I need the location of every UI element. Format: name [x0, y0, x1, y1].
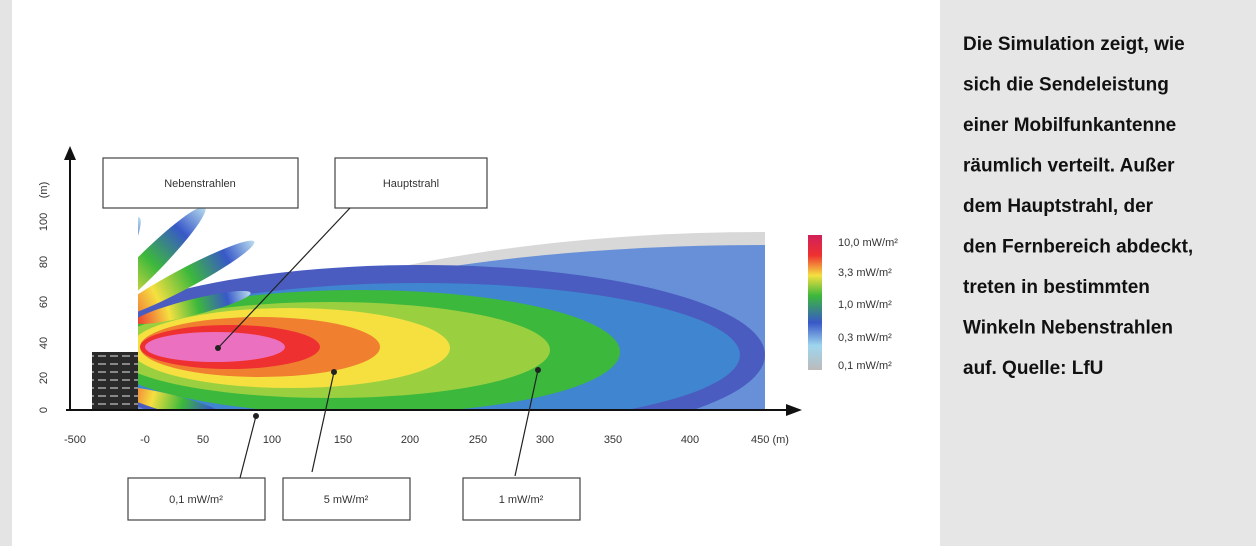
caption-line: räumlich verteilt. Außer	[963, 156, 1175, 177]
y-tick-label: 40	[38, 337, 50, 349]
caption-line: den Fernbereich abdeckt,	[963, 237, 1193, 258]
x-tick-label: 100	[263, 434, 281, 446]
building	[92, 352, 138, 410]
caption-line: Die Simulation zeigt, wie	[963, 34, 1185, 55]
legend-label: 1,0 mW/m²	[838, 299, 892, 311]
x-tick-label: -500	[64, 434, 86, 446]
x-tick-label: 450 (m)	[751, 434, 789, 446]
x-tick-label: 200	[401, 434, 419, 446]
page: (m) 0 20 40 60 80 100 -500 -0 50 100 150 200 250 300 3…	[0, 0, 1256, 546]
caption-line: treten in bestimmten	[963, 277, 1150, 298]
caption-line: Winkeln Nebenstrahlen	[963, 318, 1173, 339]
x-tick-label: 350	[604, 434, 622, 446]
caption-line: einer Mobilfunkantenne	[963, 115, 1176, 136]
y-arrow	[64, 146, 76, 160]
x-tick-label: -0	[140, 434, 150, 446]
y-tick-label: 0	[38, 407, 50, 413]
y-tick-label: 100	[38, 213, 50, 231]
caption-line: sich die Sendeleistung	[963, 75, 1169, 96]
x-tick-label: 250	[469, 434, 487, 446]
caption-line: auf. Quelle: LfU	[963, 358, 1103, 379]
left-strip	[0, 0, 12, 546]
callout: 5 mW/m²	[324, 494, 369, 506]
legend-label: 10,0 mW/m²	[838, 237, 898, 249]
callout: Nebenstrahlen	[164, 178, 236, 190]
y-tick-label: 80	[38, 256, 50, 268]
legend-label: 0,1 mW/m²	[838, 360, 892, 372]
x-tick-label: 400	[681, 434, 699, 446]
legend-label: 3,3 mW/m²	[838, 267, 892, 279]
callout: Hauptstrahl	[383, 178, 439, 190]
x-tick-label: 300	[536, 434, 554, 446]
y-tick-label: 60	[38, 296, 50, 308]
heatmap	[58, 199, 765, 445]
x-arrow	[786, 404, 802, 416]
callout: 1 mW/m²	[499, 494, 544, 506]
x-tick-label: 150	[334, 434, 352, 446]
caption-line: dem Hauptstrahl, der	[963, 196, 1154, 217]
y-axis-label: (m)	[38, 182, 50, 199]
legend-label: 0,3 mW/m²	[838, 332, 892, 344]
x-tick-label: 50	[197, 434, 209, 446]
y-tick-label: 20	[38, 372, 50, 384]
legend-bar	[808, 235, 822, 370]
callout: 0,1 mW/m²	[169, 494, 223, 506]
